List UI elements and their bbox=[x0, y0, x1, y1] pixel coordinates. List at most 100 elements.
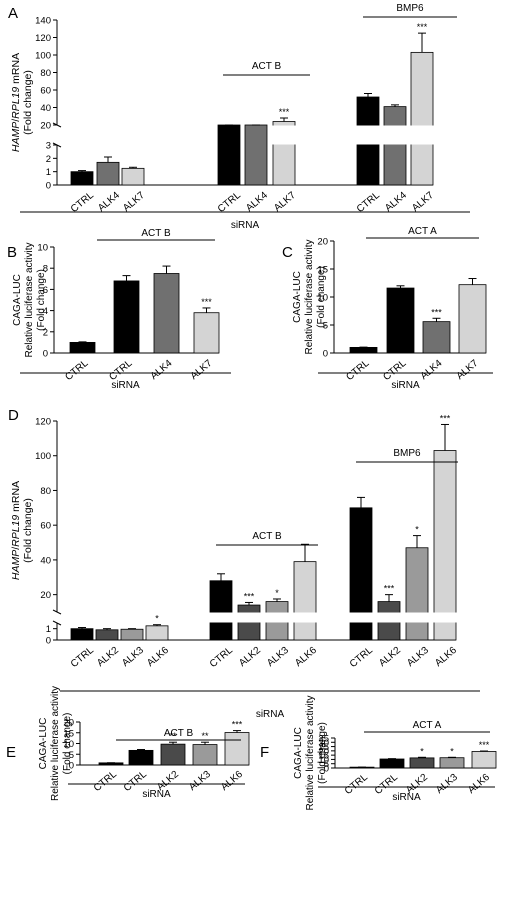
significance-label: * bbox=[155, 614, 159, 624]
y-tick-label: 20 bbox=[318, 746, 329, 757]
x-tick-label: ALK7 bbox=[455, 358, 481, 382]
bar bbox=[244, 124, 268, 186]
bar-break-gap bbox=[377, 612, 401, 623]
y-tick-label: 80 bbox=[40, 68, 51, 79]
y-tick-label: 1 bbox=[46, 624, 51, 635]
significance-label: *** bbox=[417, 22, 428, 32]
bar bbox=[113, 280, 140, 354]
y-tick-label: 6 bbox=[43, 285, 48, 296]
x-tick-label: ALK3 bbox=[120, 645, 146, 669]
bar-break-gap bbox=[383, 125, 407, 145]
y-axis-label: HAMP/RPL19 mRNA bbox=[10, 53, 22, 152]
bar-break-gap bbox=[410, 125, 434, 145]
bar bbox=[405, 547, 429, 641]
bar bbox=[458, 284, 487, 354]
y-axis-label-part: HAMP bbox=[10, 122, 22, 152]
y-tick-label: 120 bbox=[35, 33, 51, 44]
y-axis-label: CAGA-LUC bbox=[293, 727, 304, 779]
x-tick-label: ALK4 bbox=[244, 190, 270, 214]
bar bbox=[69, 341, 96, 354]
x-tick-label: ALK3 bbox=[265, 645, 291, 669]
bar bbox=[121, 167, 145, 186]
bar bbox=[217, 124, 241, 186]
bar bbox=[379, 758, 405, 769]
y-axis-label: (Fold change) bbox=[316, 266, 327, 328]
x-tick-label: ALK6 bbox=[466, 772, 492, 796]
y-tick-label: 40 bbox=[40, 103, 51, 114]
significance-label: *** bbox=[479, 740, 490, 750]
x-tick-label: ALK7 bbox=[189, 358, 215, 382]
bar bbox=[293, 561, 317, 641]
x-tick-label: ALK4 bbox=[96, 190, 122, 214]
y-axis-label: (Fold change) bbox=[36, 269, 47, 331]
y-tick-label: 100 bbox=[35, 51, 51, 62]
y-axis-label-part: / bbox=[10, 119, 22, 122]
x-tick-label: ALK2 bbox=[95, 645, 121, 669]
x-tick-label: CTRL bbox=[355, 190, 382, 215]
y-tick-label: 5 bbox=[323, 321, 328, 332]
x-tick-label: ALK3 bbox=[405, 645, 431, 669]
y-tick-label: 10 bbox=[37, 243, 48, 254]
y-axis-label: (Fold change) bbox=[62, 713, 73, 775]
y-tick-label: 5 bbox=[324, 759, 329, 770]
y-tick-label: 10 bbox=[317, 293, 328, 304]
bar-break-gap bbox=[209, 612, 233, 623]
panel-label: C bbox=[282, 244, 293, 261]
bar bbox=[193, 312, 220, 354]
x-tick-label: CTRL bbox=[92, 769, 119, 794]
bar-break-gap bbox=[265, 612, 289, 623]
group-label: ACT A bbox=[413, 720, 442, 731]
x-axis-label: siRNA bbox=[231, 220, 260, 231]
y-axis-label: CAGA-LUC bbox=[292, 271, 303, 323]
y-tick-label: 10 bbox=[63, 739, 74, 750]
y-axis-label-2: (Fold change) bbox=[22, 498, 34, 563]
group-label: BMP6 bbox=[393, 448, 421, 459]
significance-label: *** bbox=[384, 584, 395, 594]
y-tick-label: 35 bbox=[318, 734, 329, 745]
significance-label: ** bbox=[201, 731, 209, 741]
y-tick-label: 20 bbox=[63, 718, 74, 729]
y-axis-label: (Fold change) bbox=[317, 722, 328, 784]
x-axis-label: siRNA bbox=[392, 792, 421, 803]
y-tick-label: 2 bbox=[43, 327, 48, 338]
bar-break-gap bbox=[237, 612, 261, 623]
y-tick-label: 10 bbox=[318, 755, 329, 766]
significance-label: * bbox=[275, 588, 279, 598]
x-tick-label: ALK7 bbox=[272, 190, 298, 214]
y-axis-label-part: RPL19 bbox=[10, 87, 22, 119]
significance-label: *** bbox=[431, 307, 442, 317]
y-axis-label: Relative luciferase activity bbox=[305, 695, 316, 810]
panel-label: E bbox=[6, 744, 16, 761]
axis-break-mark bbox=[52, 609, 62, 615]
bar bbox=[70, 628, 94, 641]
bar bbox=[439, 757, 465, 769]
y-tick-label: 0 bbox=[46, 181, 51, 192]
panel-a: A 0 1 2 3 20 40 60 80 100 120 140 HAMP/RPL19 mRNA(Fo… bbox=[8, 3, 470, 231]
y-tick-label: 40 bbox=[40, 555, 51, 566]
group-label: ACT B bbox=[252, 531, 282, 542]
y-tick-label: 140 bbox=[35, 16, 51, 27]
y-tick-label: 15 bbox=[317, 265, 328, 276]
x-tick-label: CTRL bbox=[344, 358, 371, 383]
bar-break-gap bbox=[293, 612, 317, 623]
y-tick-label: 0 bbox=[46, 636, 51, 647]
panel-c: C 0 5 10 15 20 CAGA-LUC Relative luciferase act… bbox=[282, 226, 493, 391]
x-tick-label: CTRL bbox=[216, 190, 243, 215]
y-axis-label: CAGA-LUC bbox=[38, 718, 49, 770]
significance-label: * bbox=[415, 525, 419, 535]
y-axis-label-part: HAMP bbox=[10, 550, 22, 580]
x-axis-label: siRNA bbox=[391, 380, 420, 391]
y-tick-label: 15 bbox=[318, 751, 329, 762]
y-axis-label-part: mRNA bbox=[10, 53, 22, 87]
bar bbox=[422, 321, 451, 354]
x-tick-label: ALK2 bbox=[237, 645, 263, 669]
panel-label: F bbox=[260, 744, 269, 761]
y-tick-label: 0 bbox=[323, 349, 328, 360]
y-tick-label: 20 bbox=[40, 590, 51, 601]
bar bbox=[153, 273, 180, 354]
bar bbox=[95, 629, 119, 641]
y-axis-label: Relative luciferase activity bbox=[50, 686, 61, 801]
y-axis-label: Relative luciferase activity bbox=[24, 242, 35, 357]
